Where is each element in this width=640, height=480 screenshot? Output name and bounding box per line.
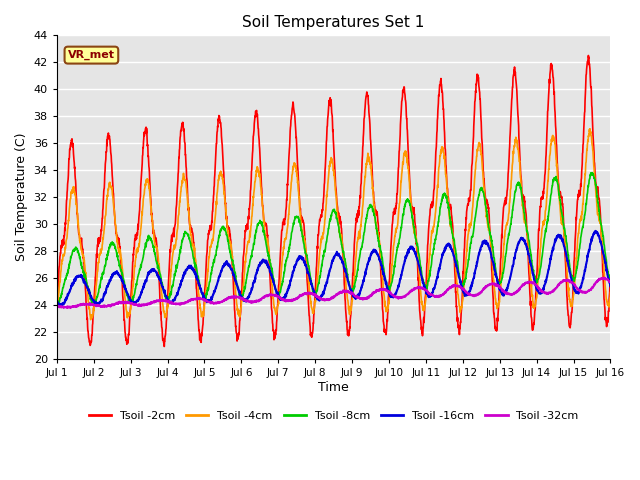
Tsoil -8cm: [588, 170, 596, 176]
Tsoil -2cm: [495, 301, 502, 307]
Tsoil -16cm: [573, 289, 581, 295]
Tsoil -32cm: [607, 279, 614, 285]
Tsoil -8cm: [207, 271, 215, 276]
Tsoil -16cm: [207, 295, 215, 301]
Tsoil -8cm: [53, 302, 61, 308]
Tsoil -32cm: [350, 292, 358, 298]
Line: Tsoil -32cm: Tsoil -32cm: [57, 277, 611, 308]
Tsoil -32cm: [495, 284, 502, 289]
Tsoil -4cm: [495, 302, 502, 308]
Tsoil -2cm: [573, 202, 581, 207]
Y-axis label: Soil Temperature (C): Soil Temperature (C): [15, 133, 28, 262]
Tsoil -4cm: [558, 218, 566, 224]
Line: Tsoil -8cm: Tsoil -8cm: [57, 173, 611, 307]
Text: VR_met: VR_met: [68, 50, 115, 60]
Tsoil -2cm: [53, 301, 61, 307]
Tsoil -32cm: [53, 304, 61, 310]
Tsoil -2cm: [558, 194, 566, 200]
Tsoil -8cm: [558, 209, 566, 215]
Tsoil -32cm: [362, 296, 370, 301]
Tsoil -8cm: [350, 285, 358, 290]
Tsoil -2cm: [584, 53, 592, 59]
Tsoil -4cm: [362, 165, 370, 170]
Tsoil -16cm: [93, 303, 100, 309]
Tsoil -2cm: [350, 254, 358, 260]
Tsoil -32cm: [573, 286, 581, 292]
Tsoil -4cm: [586, 126, 594, 132]
Tsoil -4cm: [87, 317, 95, 323]
Tsoil -2cm: [161, 344, 168, 349]
Title: Soil Temperatures Set 1: Soil Temperatures Set 1: [243, 15, 425, 30]
Tsoil -16cm: [350, 293, 358, 299]
Tsoil -16cm: [53, 299, 61, 305]
Tsoil -16cm: [607, 284, 614, 289]
Tsoil -8cm: [573, 265, 581, 271]
Tsoil -16cm: [558, 236, 566, 242]
Tsoil -16cm: [591, 228, 599, 234]
Tsoil -4cm: [607, 289, 614, 295]
Tsoil -4cm: [207, 241, 215, 247]
Legend: Tsoil -2cm, Tsoil -4cm, Tsoil -8cm, Tsoil -16cm, Tsoil -32cm: Tsoil -2cm, Tsoil -4cm, Tsoil -8cm, Tsoi…: [84, 407, 583, 425]
Tsoil -4cm: [573, 246, 581, 252]
Tsoil -16cm: [495, 282, 502, 288]
Tsoil -8cm: [495, 282, 502, 288]
Tsoil -8cm: [362, 219, 370, 225]
Line: Tsoil -16cm: Tsoil -16cm: [57, 231, 611, 306]
Tsoil -4cm: [350, 281, 358, 287]
Tsoil -2cm: [362, 96, 370, 101]
Tsoil -8cm: [607, 276, 614, 281]
Tsoil -32cm: [67, 305, 74, 311]
Tsoil -32cm: [600, 275, 608, 280]
Tsoil -2cm: [207, 225, 215, 231]
Tsoil -4cm: [53, 306, 61, 312]
Tsoil -8cm: [54, 304, 61, 310]
Tsoil -32cm: [558, 279, 566, 285]
Tsoil -2cm: [607, 274, 614, 280]
Tsoil -32cm: [207, 300, 215, 305]
Line: Tsoil -4cm: Tsoil -4cm: [57, 129, 611, 320]
Tsoil -16cm: [362, 267, 370, 273]
Line: Tsoil -2cm: Tsoil -2cm: [57, 56, 611, 347]
X-axis label: Time: Time: [318, 381, 349, 394]
